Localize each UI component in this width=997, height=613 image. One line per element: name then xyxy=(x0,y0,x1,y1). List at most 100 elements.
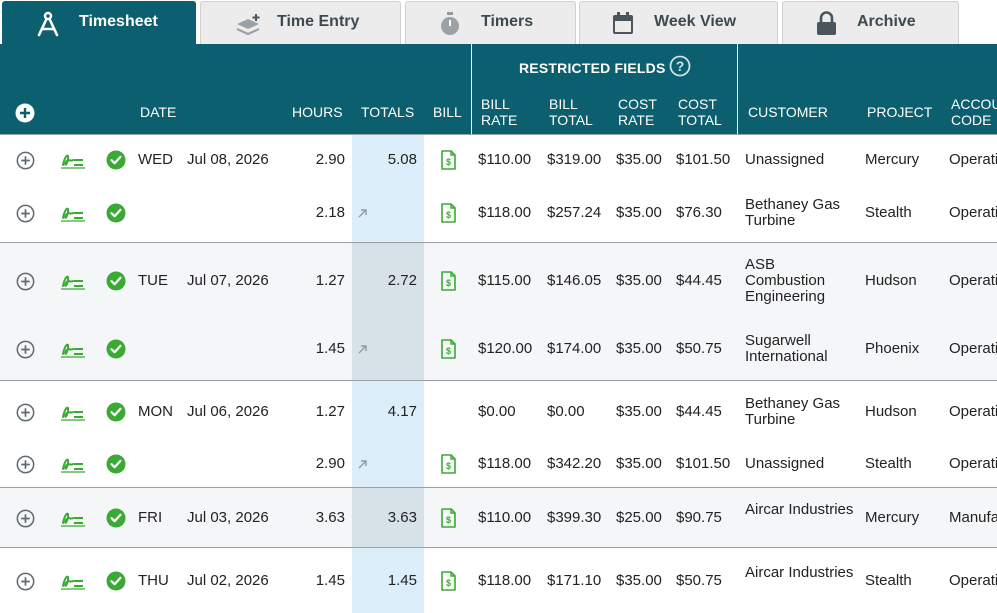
tab-timers[interactable]: Timers xyxy=(405,1,576,44)
bill-document-icon[interactable]: $ xyxy=(440,149,456,170)
day-label: MON xyxy=(138,402,173,420)
bill-rate-value: $0.00 xyxy=(478,402,516,420)
table-header: DATE HOURS TOTALS BILL RESTRICTED FIELDS… xyxy=(0,44,997,134)
bill-document-icon[interactable]: $ xyxy=(440,454,456,474)
customer-value: Aircar Industries xyxy=(745,501,854,518)
account-code-value: Operations xyxy=(949,572,997,589)
header-bill-total-2[interactable]: TOTAL xyxy=(549,112,593,128)
header-cost-total-2[interactable]: TOTAL xyxy=(678,112,722,128)
bill-total-value: $342.20 xyxy=(547,455,602,472)
add-row-icon[interactable] xyxy=(16,572,35,591)
tab-timesheet[interactable]: Timesheet xyxy=(2,1,196,45)
edit-signature-icon[interactable] xyxy=(60,339,86,359)
hours-value[interactable]: 2.18 xyxy=(315,203,345,221)
day-label: WED xyxy=(138,150,173,168)
date-label: Jul 03, 2026 xyxy=(187,509,269,526)
table-row: FRI Jul 03, 2026 3.63 3.63 $110.00 $399.30 $25… xyxy=(0,487,997,547)
table-row: 2.18 $118.00 $257.24 $35.00 $76.30 Stealth Ope… xyxy=(0,183,997,242)
cost-rate-value: $35.00 xyxy=(616,272,662,289)
customer-value: Bethaney Gas Turbine xyxy=(745,394,841,428)
edit-signature-icon[interactable] xyxy=(60,271,86,291)
tab-label: Timesheet xyxy=(79,13,158,30)
restricted-fields-title: RESTRICTED FIELDS xyxy=(519,60,666,76)
totals-cell-bg xyxy=(352,381,424,441)
header-bill[interactable]: BILL xyxy=(433,104,462,120)
bill-document-icon[interactable]: $ xyxy=(440,508,456,528)
bill-total-value: $171.10 xyxy=(547,572,602,589)
stack-plus-icon xyxy=(236,14,260,36)
table-row: TUE Jul 07, 2026 1.27 2.72 $115.00 $146.05 $35… xyxy=(0,242,997,318)
hours-value[interactable]: 2.90 xyxy=(315,150,345,168)
cost-total-value: $76.30 xyxy=(676,203,722,221)
add-row-icon[interactable] xyxy=(16,272,35,291)
project-value: Stealth xyxy=(865,203,912,221)
tab-time-entry[interactable]: Time Entry xyxy=(200,1,401,44)
header-customer[interactable]: CUSTOMER xyxy=(748,104,828,120)
header-project[interactable]: PROJECT xyxy=(867,104,933,120)
bill-document-icon[interactable]: $ xyxy=(440,571,456,591)
tab-week-view[interactable]: Week View xyxy=(579,1,778,44)
lock-icon xyxy=(817,11,836,35)
cost-rate-value: $35.00 xyxy=(616,402,662,420)
hours-value[interactable]: 1.27 xyxy=(315,272,345,289)
bill-document-icon[interactable]: $ xyxy=(440,271,456,291)
hours-value[interactable]: 1.45 xyxy=(315,340,345,357)
cost-total-value: $50.75 xyxy=(676,340,722,357)
hours-value[interactable]: 1.27 xyxy=(315,402,345,420)
totals-cell-bg xyxy=(352,243,424,318)
day-label: TUE xyxy=(138,272,168,289)
table-row: 1.45 $120.00 $174.00 $35.00 $50.75 Phoenix Ope… xyxy=(0,318,997,380)
add-row-icon[interactable] xyxy=(16,340,35,359)
table-row: 2.90 $118.00 $342.20 $35.00 $101.50 Stealth Op… xyxy=(0,441,997,487)
add-row-icon[interactable] xyxy=(16,204,35,223)
total-value: 3.63 xyxy=(387,509,417,526)
edit-signature-icon[interactable] xyxy=(60,508,86,528)
add-all-icon[interactable] xyxy=(15,103,35,123)
tab-archive[interactable]: Archive xyxy=(782,1,959,44)
cost-rate-value: $35.00 xyxy=(616,340,662,357)
account-code-value: Manufacturing xyxy=(949,509,997,526)
header-date[interactable]: DATE xyxy=(140,104,177,120)
tab-label: Time Entry xyxy=(277,13,360,30)
add-row-icon[interactable] xyxy=(16,509,35,528)
add-row-icon[interactable] xyxy=(16,151,35,170)
customer-value: Unassigned xyxy=(745,150,825,168)
table-row: THU Jul 02, 2026 1.45 1.45 $118.00 $171.10 $35… xyxy=(0,547,997,613)
edit-signature-icon[interactable] xyxy=(60,203,86,223)
tab-bar: Timesheet Time Entry Timers Week View xyxy=(0,0,997,45)
hours-value[interactable]: 3.63 xyxy=(315,509,345,526)
total-value: 5.08 xyxy=(387,150,417,168)
hours-value[interactable]: 2.90 xyxy=(315,455,345,472)
day-label: FRI xyxy=(138,509,163,526)
edit-signature-icon[interactable] xyxy=(60,454,86,474)
date-label: Jul 02, 2026 xyxy=(187,572,269,589)
svg-text:$: $ xyxy=(446,461,451,471)
totals-cell-bg xyxy=(352,548,424,613)
edit-signature-icon[interactable] xyxy=(60,150,86,170)
add-row-icon[interactable] xyxy=(16,455,35,474)
header-account-2[interactable]: CODE xyxy=(951,112,992,128)
cost-total-value: $44.45 xyxy=(676,272,722,289)
svg-text:?: ? xyxy=(676,58,685,74)
help-icon[interactable]: ? xyxy=(669,55,691,77)
svg-text:$: $ xyxy=(446,578,451,588)
add-row-icon[interactable] xyxy=(16,403,35,422)
bill-rate-value: $110.00 xyxy=(478,150,532,168)
calendar-icon xyxy=(613,12,633,34)
bill-document-icon[interactable]: $ xyxy=(440,202,456,223)
header-totals[interactable]: TOTALS xyxy=(361,104,415,120)
bill-document-icon[interactable]: $ xyxy=(440,339,456,359)
cost-total-value: $90.75 xyxy=(676,509,722,526)
table-row: WED Jul 08, 2026 2.90 5.08 $110.00 $319.00 $35… xyxy=(0,134,997,183)
restricted-fields-group xyxy=(471,44,738,134)
header-bill-rate-2[interactable]: RATE xyxy=(481,112,518,128)
edit-signature-icon[interactable] xyxy=(60,571,86,591)
approved-check-icon xyxy=(106,402,126,421)
hours-value[interactable]: 1.45 xyxy=(315,572,345,589)
totals-cell-bg xyxy=(352,488,424,547)
header-cost-rate-2[interactable]: RATE xyxy=(618,112,655,128)
header-hours[interactable]: HOURS xyxy=(292,104,343,120)
header-bill-total-1: BILL xyxy=(549,96,578,112)
tab-label: Archive xyxy=(857,13,916,30)
edit-signature-icon[interactable] xyxy=(60,402,86,422)
